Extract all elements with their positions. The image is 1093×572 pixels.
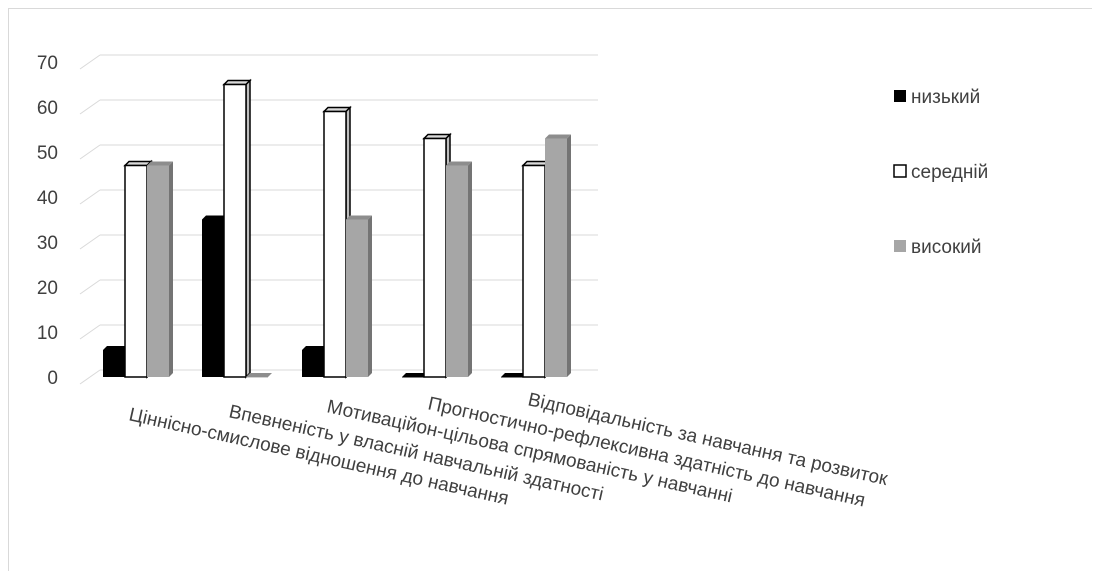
gridline-depth [79, 99, 101, 115]
legend-label: високий [911, 237, 982, 258]
bar-side-face [169, 161, 173, 377]
bar-top-face [147, 161, 173, 166]
bar-top-face [103, 346, 129, 350]
chart-frame [8, 8, 1092, 571]
bar-високий [545, 134, 571, 377]
bar-front-face [147, 165, 169, 377]
y-tick-label: 50 [37, 143, 58, 164]
bar-front-face [103, 350, 125, 377]
bar-top-face [545, 134, 571, 139]
bar-top-face [402, 373, 428, 377]
bar-front-face [223, 83, 247, 378]
bar-front-face [423, 137, 447, 378]
bar-високий [446, 161, 472, 377]
bar-високий [147, 161, 173, 377]
bar-top-face [501, 373, 527, 377]
gridline-depth [79, 324, 101, 340]
bar-top-face [302, 346, 328, 350]
y-tick-label: 30 [37, 233, 58, 254]
bar-top-face [246, 373, 272, 377]
bar-front-face [302, 350, 324, 377]
bar-front-face [202, 219, 224, 377]
y-tick-label: 70 [37, 53, 58, 74]
gridline-depth [79, 279, 101, 295]
y-tick-label: 40 [37, 188, 58, 209]
legend-swatch [894, 90, 906, 102]
bar-низький [402, 373, 428, 378]
bar-side-face [567, 134, 571, 377]
bar-top-face [202, 215, 228, 220]
bar-front-face [402, 377, 424, 378]
bar-front-face [446, 165, 468, 377]
gridline-depth [79, 144, 101, 160]
bar-front-face [522, 164, 546, 378]
y-tick-label: 60 [37, 98, 58, 119]
y-tick-label: 0 [47, 368, 58, 389]
bar-середній [222, 78, 252, 379]
x-axis: Ціннісно-смислове відношення до навчання… [127, 389, 890, 511]
bar-низький [501, 373, 527, 378]
bar-top-face [346, 215, 372, 220]
bar-front-face [124, 164, 148, 378]
legend-label: середній [911, 162, 988, 183]
bar-front-face [501, 377, 523, 378]
gridline-depth [79, 189, 101, 205]
y-axis: 0 10 20 30 40 50 60 70 [37, 53, 58, 389]
bar-front-face [545, 138, 567, 377]
legend-label: низький [911, 87, 980, 108]
bar-front-face [246, 377, 268, 378]
y-tick-label: 10 [37, 323, 58, 344]
gridline-depth [79, 369, 101, 385]
bar-side-face [368, 215, 372, 377]
bar-top-face [446, 161, 472, 166]
bar-високий [346, 215, 372, 377]
gridline-depth [79, 234, 101, 250]
legend: низький середній високий [893, 87, 988, 258]
y-tick-label: 20 [37, 278, 58, 299]
bars [103, 78, 571, 379]
legend-swatch [893, 164, 907, 178]
bar-високий [246, 373, 272, 378]
bar-front-face [346, 219, 368, 377]
bar-side-face [468, 161, 472, 377]
legend-swatch [894, 240, 906, 252]
gridline-depth [79, 54, 101, 70]
bar-front-face [323, 110, 347, 378]
